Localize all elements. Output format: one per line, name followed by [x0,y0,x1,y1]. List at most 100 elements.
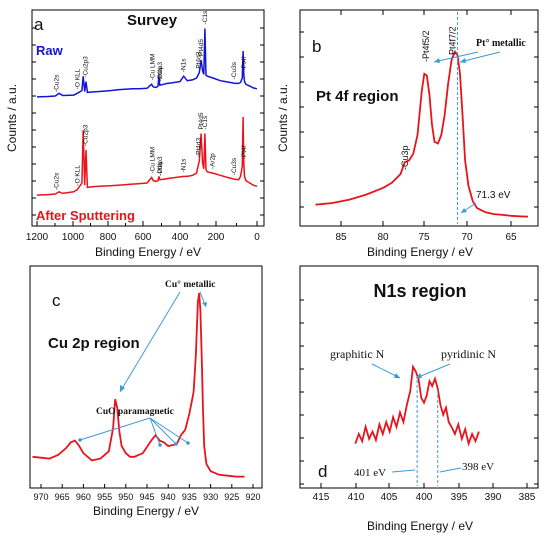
peak-label: -Pt4f [241,145,248,159]
panel-c-xtick-label: 970 [33,492,48,502]
peak-label: Pt4d5 [198,112,205,129]
pt4f72-label: -Pt4f7/2 [447,26,457,58]
cuo-paramagnetic-label: CuO paramagnetic [96,407,174,417]
panel-c-letter: c [52,291,61,310]
panel-d-series [354,364,480,447]
energy-398-arrow [439,467,462,473]
peak-label: Pt4d3 [196,51,203,68]
panel-b-annotations: -Cu3p -Pt4f5/2 -Pt4f7/2 Pt° metallic 71.3 eV [400,12,526,224]
panel-d-xtick-label: 400 [416,492,433,503]
panel-b-xtick-label: 75 [418,232,430,243]
panel-a-xtick-label: 1200 [26,232,49,243]
cu3p-label: -Cu3p [400,145,410,170]
panel-a-xtick-label: 800 [100,232,117,243]
peak-label: -Cu2p3 [83,56,90,78]
panel-c-xtick-label: 960 [76,492,91,502]
panel-d-frame [299,265,539,489]
cuo-arrow-1 [149,417,161,446]
peak-label: -Pt4p3 [157,62,164,82]
panel-d-annotations: graphitic N pyridinic N 401 eV 398 eV [330,347,496,486]
pt-energy-label: 71.3 eV [476,190,511,201]
pt4f52-label: -Pt4f5/2 [421,30,431,62]
panel-a: a Survey 1200 1000 800 600 400 200 0 -Cu2s -O K… [5,9,265,259]
panel-c-ticks: 970 965 960 955 950 945 940 935 930 925 920 [33,484,261,502]
panel-c-xtick-label: 925 [224,492,239,502]
cuo-arrowhead-1 [158,443,162,447]
peak-label: -C1s [202,115,209,129]
panel-b-letter: b [312,37,321,56]
panel-d: N1s region d 415 410 405 400 395 390 385 graph… [299,265,539,533]
graphitic-arrowhead [394,373,400,378]
panel-b-title: Pt 4f region [316,88,399,105]
series-line-after-sputtering [36,116,258,196]
panel-a-xlabel: Binding Energy / eV [95,245,201,259]
panel-a-xtick-label: 0 [254,232,260,243]
peak-label: -Pt4d3 [196,137,203,157]
peak-label: -Ar2p [210,153,217,169]
pyridinic-arrowhead [416,373,422,378]
pt-metallic-arrowhead-1 [434,58,440,63]
cuo-arrowhead-0 [78,438,82,442]
graphitic-n-label: graphitic N [330,347,385,361]
panel-a-xtick-label: 400 [172,232,189,243]
panel-c-xtick-label: 950 [118,492,133,502]
cu-metallic-arrowhead-1 [120,385,125,392]
panel-c-frame [29,265,263,489]
cuo-arrow-0 [79,417,151,441]
panel-b: b Pt 4f region 85 80 75 70 65 -Cu3p-Pt4f5/2-… [276,9,539,259]
panel-a-series [36,28,258,196]
panel-a-letter: a [34,15,44,34]
panel-b-xtick-label: 65 [505,232,517,243]
panel-c-series [32,292,245,478]
pyridinic-arrow [415,363,451,379]
panel-a-xtick-label: 200 [208,232,225,243]
panel-a-legend-sputter: After Sputtering [36,208,135,223]
panel-c-xtick-label: 965 [55,492,70,502]
panel-a-ylabel: Counts / a.u. [5,84,19,152]
panel-a-frame [31,9,265,227]
peak-label: -Pt4p3 [157,156,164,176]
panel-a-ticks: 1200 1000 800 600 400 200 0 [26,27,264,243]
panel-b-xtick-label: 85 [335,232,347,243]
panel-d-ticks: 415 410 405 400 395 390 385 [300,299,538,503]
panel-b-series [315,49,529,218]
energy-401-arrow [391,469,416,473]
series-line-raw [36,28,258,98]
panel-a-xtick-label: 600 [135,232,152,243]
panel-c-xtick-label: 935 [182,492,197,502]
panel-a-title: Survey [127,12,178,29]
peak-label: Pt4d5 [198,39,205,56]
cu-metallic-arrowhead-2 [202,302,207,307]
peak-label: -Cu2s [53,172,60,190]
panel-c-xtick-label: 955 [97,492,112,502]
peak-label: -N1s [181,58,188,72]
panel-c-title: Cu 2p region [48,335,140,352]
peak-label: -Cu3s [231,157,238,175]
pt-energy-arrowhead [461,208,467,213]
peak-label: -Pt4f [241,56,248,70]
panel-a-xtick-label: 1000 [62,232,85,243]
peak-label: -O1s [157,161,164,176]
panel-d-xtick-label: 390 [485,492,502,503]
series-line-pt4f [315,49,529,218]
panel-d-xtick-label: 405 [381,492,398,503]
peak-label: -O1s [157,66,164,81]
panel-b-xtick-label: 80 [377,232,389,243]
panel-c-xtick-label: 930 [203,492,218,502]
panel-d-letter: d [318,462,327,481]
panel-c-xtick-label: 945 [139,492,154,502]
peak-label: -Cu LMM [150,147,157,174]
panel-d-xtick-label: 415 [313,492,330,503]
panel-c-xtick-label: 940 [161,492,176,502]
pt-metallic-arrowhead-2 [460,58,466,63]
panel-c: c Cu 2p region 970 965 960 955 950 945 940 935 9… [29,265,263,518]
cuo-arrow-3 [149,417,189,444]
panel-d-xlabel: Binding Energy / eV [367,519,473,533]
pt-metallic-arrow-2 [459,51,501,63]
panel-d-xtick-label: 410 [348,492,365,503]
peak-label: -Cu LMM [150,54,157,81]
panel-c-xlabel: Binding Energy / eV [93,504,199,518]
panel-a-peak-labels: -Cu2s -O KLL-Cu2p3 -Cu LMM -Pt4p3-O1s-N1s Pt… [53,10,248,190]
panel-b-frame [299,9,539,227]
